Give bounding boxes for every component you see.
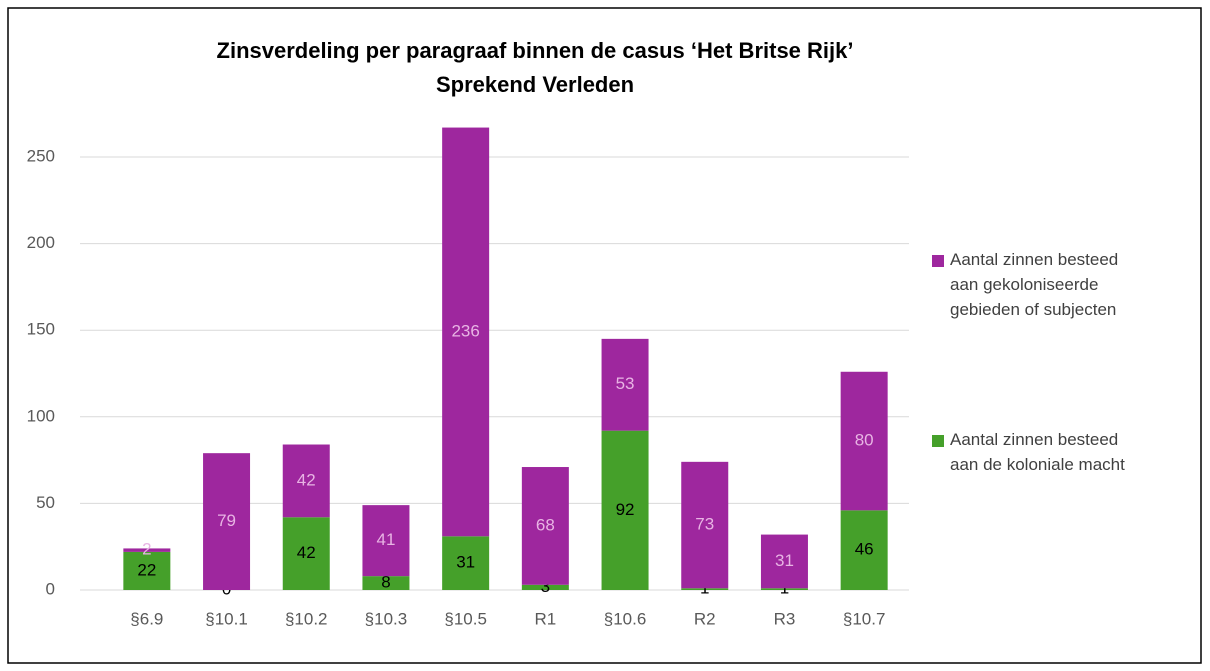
bar-segment	[282, 444, 330, 518]
data-label: 8	[381, 573, 390, 592]
data-label: 22	[137, 560, 156, 579]
x-tick-label: §10.5	[444, 609, 487, 628]
data-label: 31	[456, 553, 475, 572]
bar-segment	[760, 588, 808, 590]
data-label: 31	[775, 551, 794, 570]
data-label: 73	[695, 515, 714, 534]
data-label: 92	[616, 500, 635, 519]
data-label: 68	[536, 515, 555, 534]
x-tick-label: §10.1	[205, 609, 248, 628]
bar-segment	[282, 517, 330, 590]
bar-segment	[760, 534, 808, 589]
data-label: 3	[541, 577, 550, 596]
bar-segment	[442, 127, 490, 537]
data-label: 2	[142, 540, 151, 559]
x-tick-label: R3	[774, 609, 796, 628]
data-label: 41	[376, 530, 395, 549]
x-tick-label: R1	[534, 609, 556, 628]
bar-segment	[681, 461, 729, 589]
bar-segment	[123, 551, 171, 590]
data-label: 42	[297, 543, 316, 562]
y-tick-label: 150	[27, 320, 55, 339]
bar-segment	[681, 588, 729, 590]
bar-segment	[840, 371, 888, 511]
bar-segment	[601, 338, 649, 431]
y-tick-label: 50	[36, 493, 55, 512]
x-tick-label: §6.9	[130, 609, 163, 628]
chart-subtitle: Sprekend Verleden	[436, 72, 634, 97]
legend-swatch	[932, 255, 944, 267]
bar-segment	[362, 505, 410, 577]
bar-segment	[521, 467, 569, 585]
bar-segment	[123, 548, 171, 552]
x-tick-label: §10.3	[365, 609, 408, 628]
bar-segment	[442, 536, 490, 590]
data-label: 80	[855, 431, 874, 450]
chart-title: Zinsverdeling per paragraaf binnen de ca…	[217, 38, 854, 63]
x-tick-label: §10.2	[285, 609, 328, 628]
x-tick-label: §10.7	[843, 609, 886, 628]
data-label: 53	[616, 374, 635, 393]
bar-segment	[362, 576, 410, 590]
y-tick-label: 250	[27, 146, 55, 165]
legend-swatch	[932, 435, 944, 447]
legend-label: Aantal zinnen besteed aan gekoloniseerde…	[950, 250, 1119, 319]
data-label: 42	[297, 470, 316, 489]
bar-segment	[840, 510, 888, 590]
y-tick-label: 200	[27, 233, 55, 252]
y-tick-label: 0	[46, 579, 55, 598]
x-tick-label: §10.6	[604, 609, 647, 628]
data-label: 46	[855, 540, 874, 559]
bar-segment	[601, 430, 649, 590]
data-label: 79	[217, 511, 236, 530]
x-tick-label: R2	[694, 609, 716, 628]
bar-segment	[521, 584, 569, 590]
y-tick-label: 100	[27, 406, 55, 425]
data-label: 236	[451, 321, 479, 340]
bar-segment	[203, 453, 251, 590]
legend-label: Aantal zinnen besteed aan de koloniale m…	[950, 430, 1125, 474]
